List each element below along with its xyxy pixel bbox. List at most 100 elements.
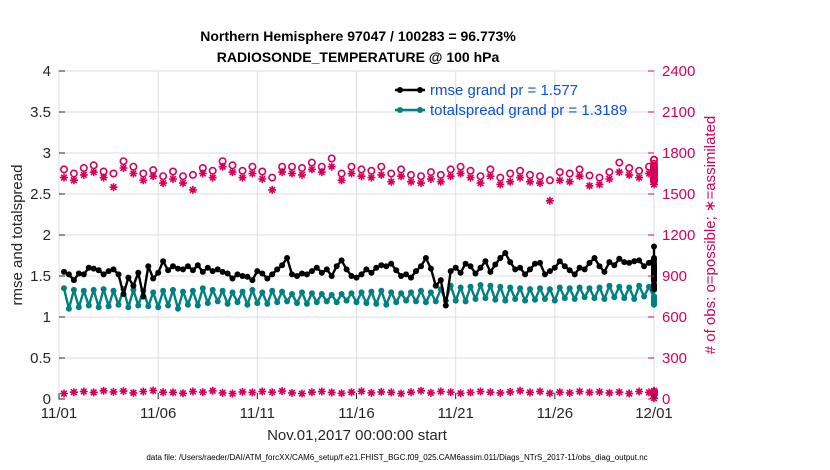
obs-assimilated-marker (446, 172, 455, 181)
totalspread-point (591, 295, 598, 302)
obs-assimilated-marker (218, 162, 227, 171)
rmse-point (651, 256, 657, 263)
obs-assimilated-marker (526, 177, 534, 186)
legend-rmse-label: rmse grand pr = 1.577 (430, 82, 578, 99)
right-tick-label: 300 (662, 350, 687, 367)
obs-rejected-series (60, 386, 658, 403)
totalspread-point (398, 290, 405, 297)
rmse-point (432, 282, 439, 289)
rmse-point (546, 268, 553, 275)
totalspread-point (145, 303, 152, 310)
totalspread-point (646, 283, 652, 290)
left-tick-label: 1.5 (30, 268, 51, 285)
left-tick-label: 4 (43, 63, 51, 80)
obs-assimilated-marker (565, 177, 574, 186)
totalspread-point (239, 288, 246, 295)
obs-assimilated-marker (466, 173, 475, 182)
obs-rejected-marker (238, 387, 247, 396)
rmse-point (145, 263, 152, 270)
obs-rejected-marker (119, 387, 128, 396)
left-tick-label: 3 (43, 145, 51, 162)
x-tick-label: 11/21 (437, 405, 473, 422)
obs-possible-marker (327, 154, 336, 163)
rmse-point (641, 263, 648, 270)
rmse-point (209, 268, 216, 275)
legend-rmse-marker (417, 87, 423, 93)
rmse-point (621, 259, 628, 266)
rmse-point (194, 262, 201, 269)
totalspread-point (403, 297, 410, 304)
obs-assimilated-marker (317, 168, 326, 177)
totalspread-point (378, 287, 385, 294)
right-tick-label: 1800 (662, 145, 695, 162)
obs-assimilated-marker (476, 179, 485, 188)
rmse-point (482, 258, 489, 265)
rmse-point (507, 259, 514, 266)
left-tick-label: 3.5 (30, 104, 51, 121)
rmse-point (472, 270, 479, 277)
rmse-point (170, 263, 176, 270)
rmse-point (70, 277, 77, 284)
obs-rejected-marker (139, 387, 148, 396)
obs-rejected-marker (288, 388, 296, 397)
obs-assimilated-marker (407, 177, 415, 186)
rmse-point (135, 269, 142, 276)
obs-rejected-marker (99, 386, 108, 395)
totalspread-point (224, 300, 231, 307)
obs-rejected-marker (595, 387, 604, 396)
totalspread-point (631, 296, 638, 302)
totalspread-point (561, 295, 568, 302)
obs-assimilated-marker (595, 180, 604, 189)
rmse-point (556, 258, 563, 265)
obs-rejected-marker (347, 388, 356, 397)
obs-assimilated-marker (228, 168, 237, 177)
rmse-point (308, 268, 315, 275)
rmse-point (532, 260, 538, 267)
obs-rejected-marker (516, 386, 525, 395)
totalspread-point (408, 289, 414, 296)
obs-rejected-marker (89, 388, 98, 397)
footer-data-file: data file: /Users/raeder/DAI/ATM_forcXX/… (146, 453, 647, 462)
obs-assimilated-marker (307, 165, 316, 174)
rmse-point (467, 263, 474, 270)
obs-rejected-marker (635, 387, 644, 396)
rmse-point (571, 271, 578, 278)
rmse-point (368, 269, 375, 276)
rmse-point (442, 302, 449, 309)
obs-assimilated-marker (248, 169, 257, 178)
rmse-point (373, 264, 380, 271)
obs-assimilated-marker (258, 175, 267, 183)
rmse-point (214, 266, 221, 273)
rmse-point (447, 268, 454, 275)
obs-assimilated-marker (139, 176, 148, 185)
totalspread-point (586, 285, 593, 292)
rmse-point (393, 267, 400, 274)
rmse-point (259, 270, 266, 277)
totalspread-point (373, 300, 380, 307)
rmse-point (333, 263, 340, 270)
rmse-point (636, 257, 643, 264)
totalspread-point (313, 299, 320, 306)
rmse-point (363, 266, 370, 273)
rmse-point (125, 274, 132, 281)
obs-rejected-marker (605, 388, 614, 397)
rmse-point (651, 282, 657, 289)
obs-rejected-marker (565, 388, 574, 397)
obs-rejected-marker (466, 388, 475, 397)
obs-assimilated-marker (169, 175, 177, 183)
x-axis-label: Nov.01,2017 00:00:00 start (267, 427, 448, 444)
totalspread-point (581, 294, 588, 301)
obs-assimilated-marker (417, 179, 425, 188)
totalspread-point (115, 301, 122, 308)
rmse-point (65, 271, 72, 278)
left-tick-label: 0.5 (30, 350, 51, 367)
obs-rejected-marker (228, 389, 237, 398)
totalspread-point (180, 288, 186, 295)
totalspread-point (274, 299, 281, 306)
obs-possible-marker (59, 165, 68, 174)
obs-assimilated-marker (506, 177, 515, 186)
obs-rejected-marker (327, 388, 336, 397)
totalspread-point (130, 286, 137, 293)
totalspread-point (264, 300, 271, 307)
axis-ticks (58, 70, 655, 400)
